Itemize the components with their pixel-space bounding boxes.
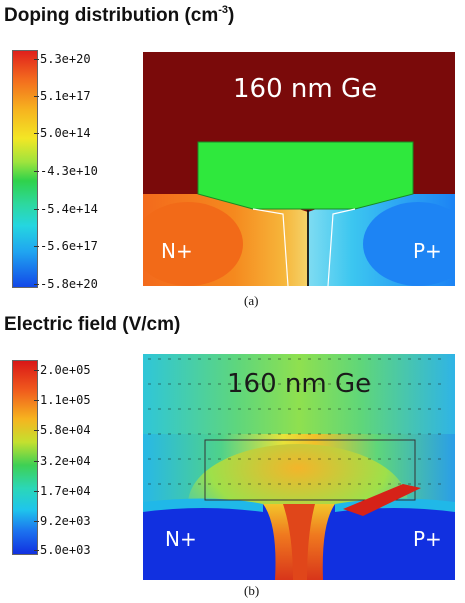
doping-tick-label: -5.4e+14 xyxy=(34,202,98,216)
n-plus-field-region xyxy=(143,504,283,580)
p-plus-label: P+ xyxy=(413,239,442,263)
field-tick-label: 1.1e+05 xyxy=(34,393,91,407)
doping-tick-label: -5.6e+17 xyxy=(34,239,98,253)
field-tick-label: 5.0e+03 xyxy=(34,543,91,557)
doping-tick-label: 5.0e+14 xyxy=(34,126,91,140)
ge-label-b: 160 nm Ge xyxy=(227,369,371,399)
p-plus-label-b: P+ xyxy=(413,527,442,551)
caption-a: (a) xyxy=(244,293,259,308)
field-title: Electric field (V/cm) xyxy=(4,314,181,335)
electric-field-map: 160 nm Ge N+ P+ xyxy=(143,354,455,580)
field-tick-label: 5.8e+04 xyxy=(34,423,91,437)
doping-tick-label: -4.3e+10 xyxy=(34,164,98,178)
field-tick-label: 2.0e+05 xyxy=(34,363,91,377)
caption-b: (b) xyxy=(244,583,260,598)
p-core xyxy=(363,202,455,286)
ge-label: 160 nm Ge xyxy=(233,74,377,104)
n-plus-label: N+ xyxy=(161,239,193,263)
field-tick-label: 3.2e+04 xyxy=(34,454,91,468)
doping-tick-label: 5.1e+17 xyxy=(34,89,91,103)
doping-colorbar xyxy=(12,50,38,288)
doping-map: 160 nm Ge N+ P+ xyxy=(143,52,455,286)
field-colorbar xyxy=(12,360,38,555)
field-tick-label: 1.7e+04 xyxy=(34,484,91,498)
p-plus-field-region xyxy=(315,504,455,580)
n-core xyxy=(143,202,243,286)
doping-title: Doping distribution (cm-3) xyxy=(4,4,235,26)
doping-tick-label: 5.3e+20 xyxy=(34,52,91,66)
intrinsic-core xyxy=(197,141,414,210)
doping-tick-label: -5.8e+20 xyxy=(34,277,98,291)
corner-field-hotspot xyxy=(343,484,421,516)
field-tick-label: 9.2e+03 xyxy=(34,514,91,528)
n-plus-label-b: N+ xyxy=(165,527,197,551)
